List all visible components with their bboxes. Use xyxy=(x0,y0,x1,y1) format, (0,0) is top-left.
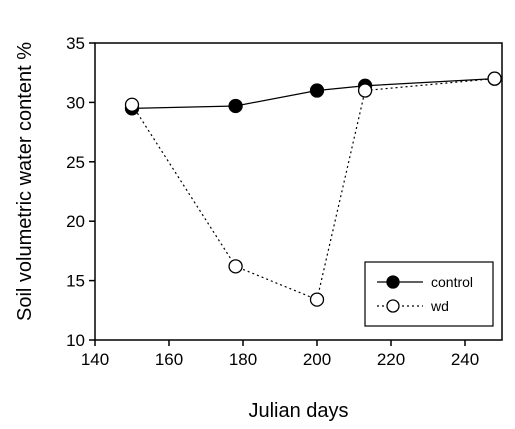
y-tick-label: 30 xyxy=(66,93,85,112)
x-tick-label: 240 xyxy=(451,350,479,369)
legend-marker-wd xyxy=(386,299,400,313)
x-axis-label: Julian days xyxy=(248,400,348,422)
plot-frame xyxy=(94,42,503,341)
data-point-wd xyxy=(357,83,373,98)
x-tick-label: 140 xyxy=(81,350,109,369)
legend-box xyxy=(364,261,494,327)
y-axis-label: Soil volumetric water content % xyxy=(14,42,36,321)
data-point-control xyxy=(228,98,243,114)
data-point-wd xyxy=(228,259,243,274)
y-tick-label: 35 xyxy=(66,34,85,53)
data-point-wd xyxy=(124,97,140,112)
y-tick-label: 25 xyxy=(66,153,85,172)
x-tick-label: 220 xyxy=(377,350,405,369)
legend-label-wd: wd xyxy=(430,298,449,314)
y-tick-label: 10 xyxy=(66,331,85,350)
legend-label-control: control xyxy=(431,274,473,290)
x-tick-label: 180 xyxy=(229,350,257,369)
data-point-control xyxy=(309,83,325,98)
y-tick-label: 20 xyxy=(66,212,85,231)
data-point-wd xyxy=(309,292,325,307)
y-tick-label: 15 xyxy=(66,272,85,291)
legend-marker-control xyxy=(386,275,400,289)
x-tick-label: 160 xyxy=(155,350,183,369)
x-tick-label: 200 xyxy=(303,350,331,369)
data-point-wd xyxy=(487,71,502,86)
